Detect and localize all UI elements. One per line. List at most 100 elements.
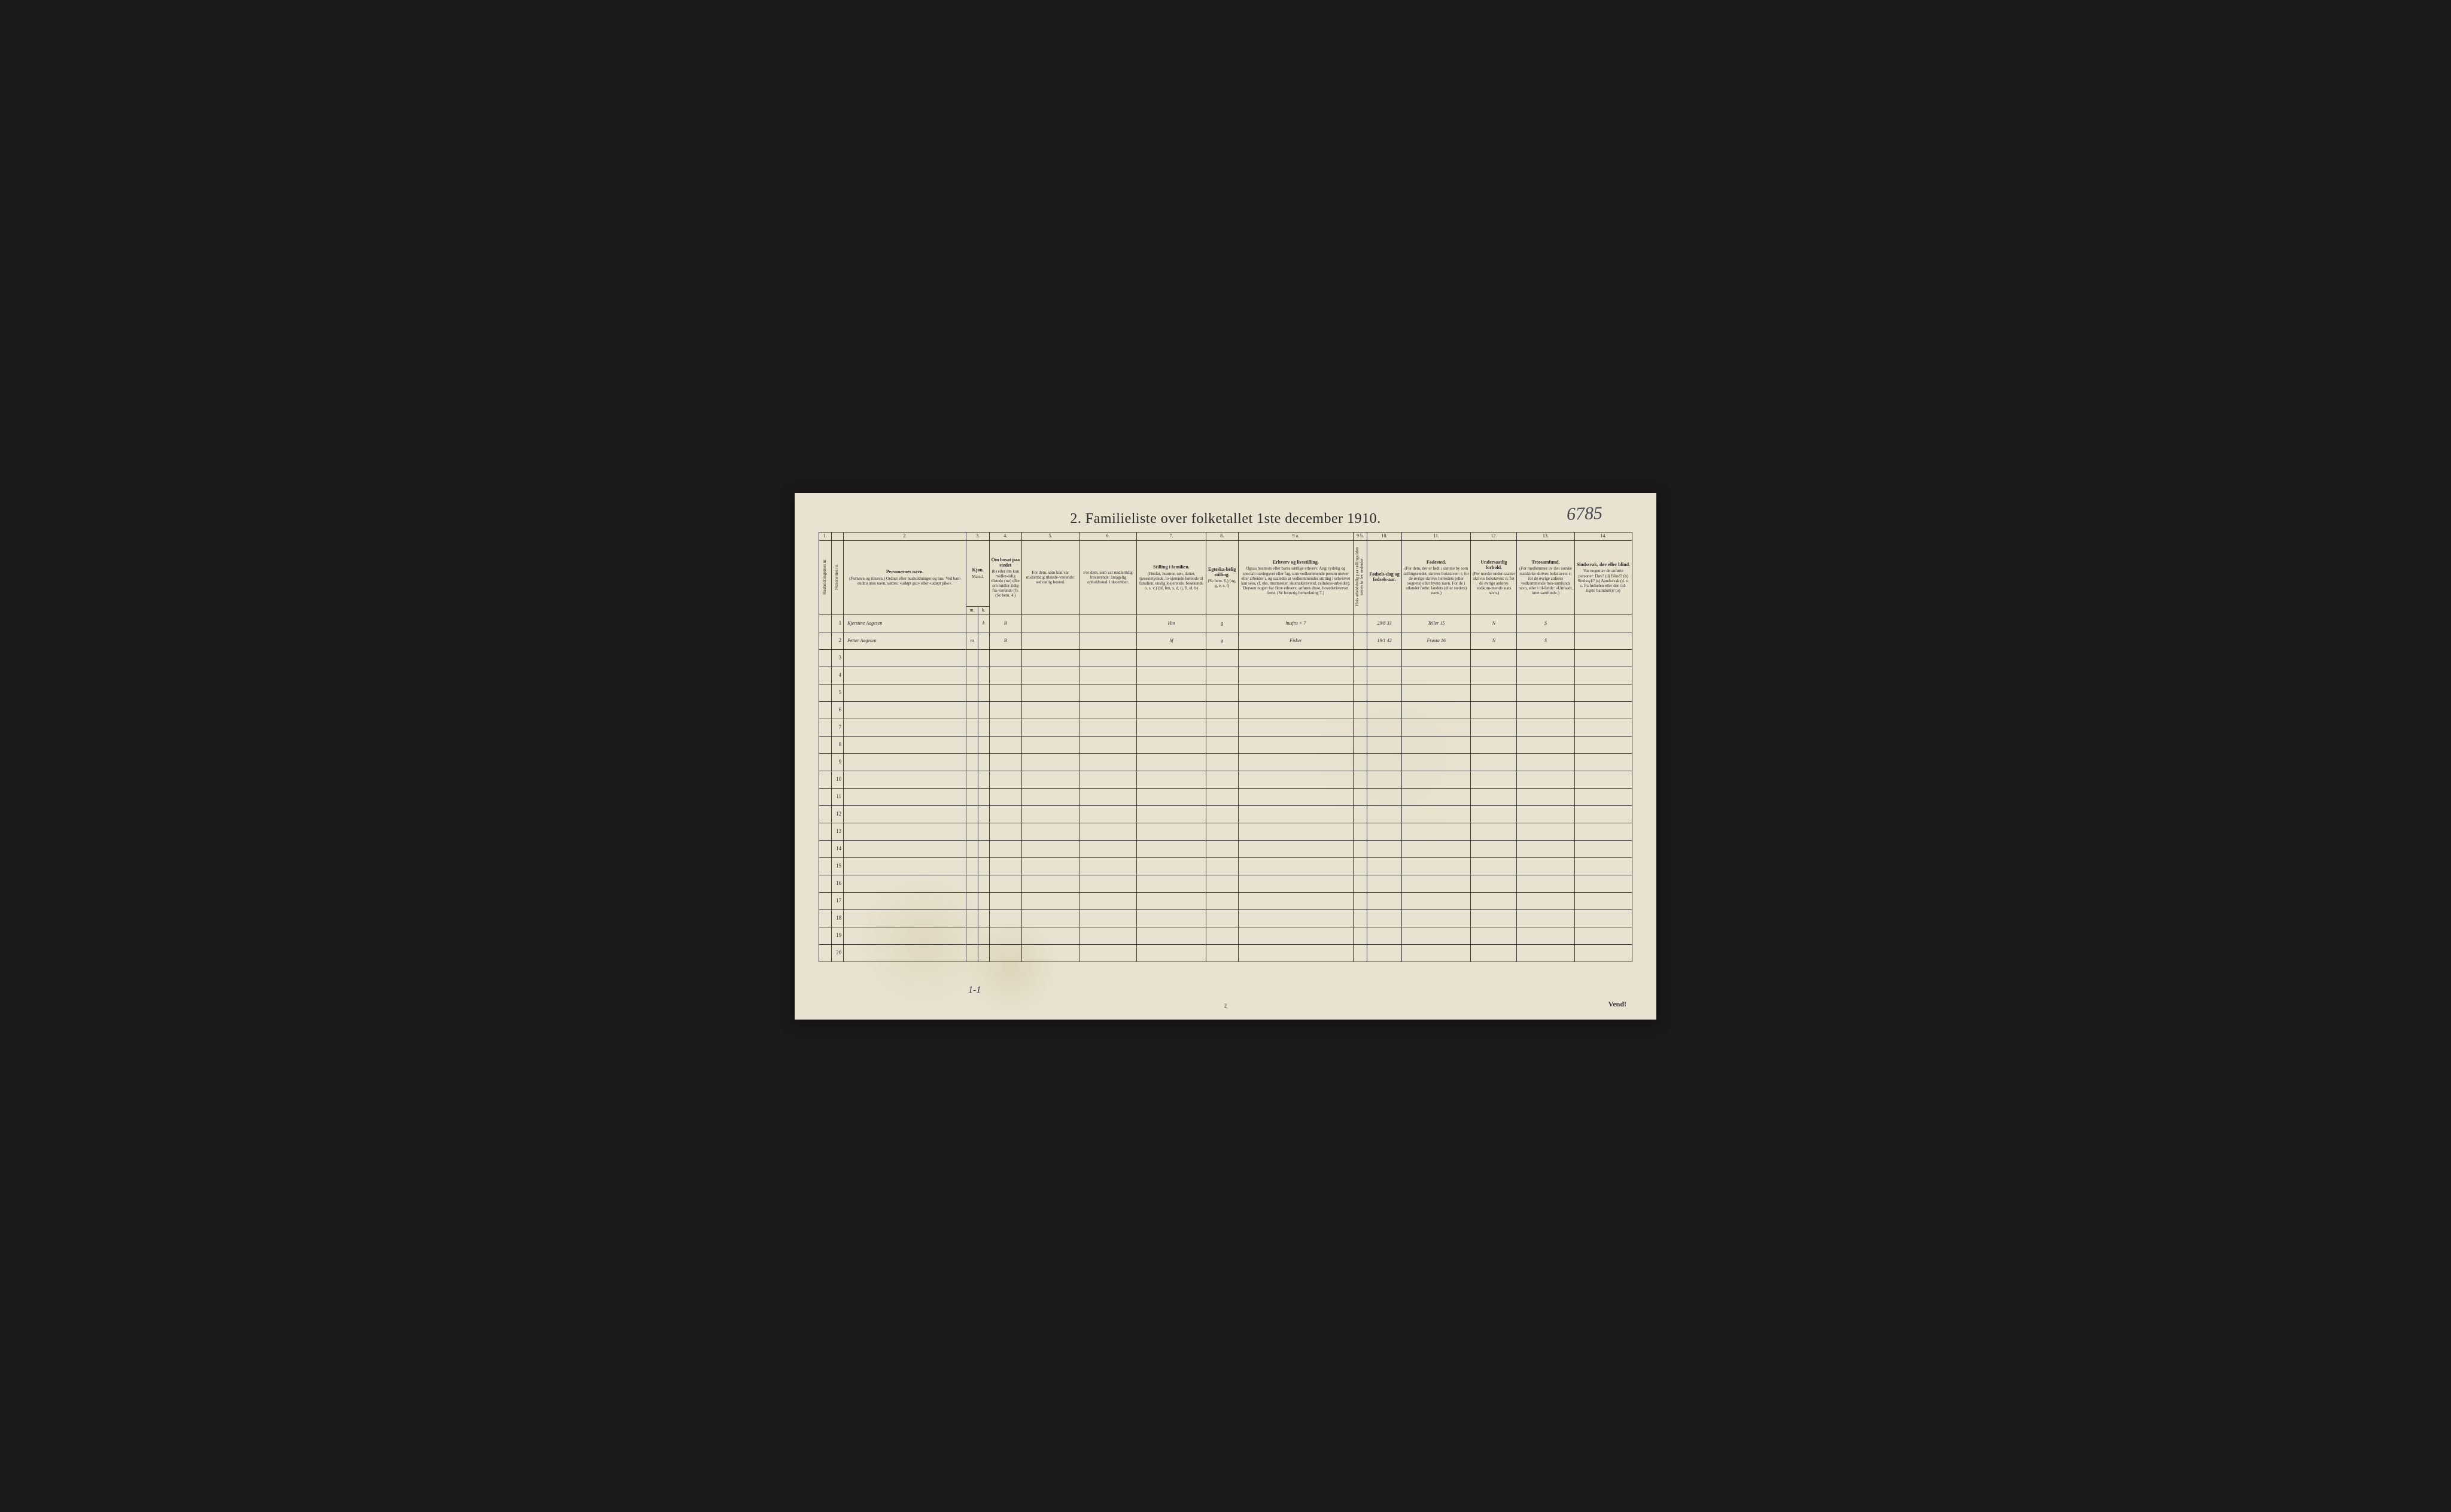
- cell: [1206, 736, 1238, 753]
- cell: k: [978, 614, 989, 632]
- cell: [844, 667, 966, 684]
- cell: [966, 753, 978, 771]
- cell: [819, 840, 832, 857]
- cell: [966, 944, 978, 962]
- table-row: 17: [819, 892, 1632, 909]
- cell: [989, 823, 1021, 840]
- cell: [844, 771, 966, 788]
- cell: [1367, 701, 1402, 719]
- cell: [819, 875, 832, 892]
- cell: 18: [831, 909, 844, 927]
- cell: [1574, 614, 1632, 632]
- cell: [1517, 840, 1574, 857]
- col-number: 9 a.: [1238, 532, 1354, 540]
- cell: [1021, 909, 1079, 927]
- cell: [1238, 892, 1354, 909]
- cell: [1079, 632, 1136, 649]
- cell: [1354, 909, 1367, 927]
- cell: [1238, 927, 1354, 944]
- cell: [1354, 927, 1367, 944]
- cell: [819, 736, 832, 753]
- cell: [1354, 719, 1367, 736]
- col-header: Fødsels-dag og fødsels-aar.: [1367, 540, 1402, 614]
- cell: 3: [831, 649, 844, 667]
- cell: [989, 753, 1021, 771]
- cell: [1021, 875, 1079, 892]
- cell: [1021, 701, 1079, 719]
- cell: [844, 684, 966, 701]
- cell: [1471, 805, 1517, 823]
- cell: [1401, 823, 1470, 840]
- cell: [989, 719, 1021, 736]
- cell: [1574, 805, 1632, 823]
- col-number: 3.: [966, 532, 989, 540]
- cell: [1574, 649, 1632, 667]
- cell: [989, 701, 1021, 719]
- cell: [1079, 684, 1136, 701]
- table-row: 7: [819, 719, 1632, 736]
- cell: [1238, 701, 1354, 719]
- cell: [1354, 788, 1367, 805]
- cell: [989, 840, 1021, 857]
- col-subheader-m: m.: [966, 606, 978, 614]
- cell: [966, 736, 978, 753]
- col-number: 9 b.: [1354, 532, 1367, 540]
- col-number: 7.: [1137, 532, 1206, 540]
- cell: [978, 632, 989, 649]
- cell: [1401, 719, 1470, 736]
- cell: [989, 805, 1021, 823]
- cell: [966, 684, 978, 701]
- cell: [1021, 753, 1079, 771]
- cell: [1574, 701, 1632, 719]
- cell: [819, 823, 832, 840]
- cell: [966, 719, 978, 736]
- cell: [1401, 788, 1470, 805]
- cell: 5: [831, 684, 844, 701]
- cell: m: [966, 632, 978, 649]
- cell: 16: [831, 875, 844, 892]
- title-row: 2. Familieliste over folketallet 1ste de…: [819, 511, 1632, 527]
- cell: Hm: [1137, 614, 1206, 632]
- cell: [1367, 857, 1402, 875]
- cell: 20: [831, 944, 844, 962]
- cell: [1367, 909, 1402, 927]
- cell: 14: [831, 840, 844, 857]
- col-header: For dem, som kun var midlertidig tilsted…: [1021, 540, 1079, 614]
- table-row: 1Kjerstine AagesenkBHmghusfru × 729/8 33…: [819, 614, 1632, 632]
- cell: Teller 15: [1401, 614, 1470, 632]
- table-row: 8: [819, 736, 1632, 753]
- cell: [1401, 857, 1470, 875]
- cell: [1021, 892, 1079, 909]
- cell: [1471, 892, 1517, 909]
- cell: [966, 649, 978, 667]
- cell: [1517, 892, 1574, 909]
- cell: [1238, 875, 1354, 892]
- cell: husfru × 7: [1238, 614, 1354, 632]
- cell: N: [1471, 614, 1517, 632]
- cell: [1206, 909, 1238, 927]
- cell: [966, 823, 978, 840]
- cell: [819, 753, 832, 771]
- cell: [1401, 667, 1470, 684]
- cell: [1471, 719, 1517, 736]
- cell: [1367, 840, 1402, 857]
- cell: [819, 614, 832, 632]
- col-number: 10.: [1367, 532, 1402, 540]
- cell: [819, 701, 832, 719]
- cell: [1021, 944, 1079, 962]
- col-header: Om bosat paa stedet(b) eller om kun midl…: [989, 540, 1021, 614]
- cell: [1401, 771, 1470, 788]
- cell: [1517, 927, 1574, 944]
- cell: [966, 614, 978, 632]
- cell: [1238, 788, 1354, 805]
- cell: [966, 701, 978, 719]
- cell: [989, 771, 1021, 788]
- col-header: Hvis arbeidsledig paa tællingstiden sætt…: [1354, 540, 1367, 614]
- cell: [1367, 823, 1402, 840]
- cell: [1367, 788, 1402, 805]
- cell: [989, 736, 1021, 753]
- cell: [1367, 771, 1402, 788]
- cell: [1206, 649, 1238, 667]
- cell: [1517, 753, 1574, 771]
- table-row: 4: [819, 667, 1632, 684]
